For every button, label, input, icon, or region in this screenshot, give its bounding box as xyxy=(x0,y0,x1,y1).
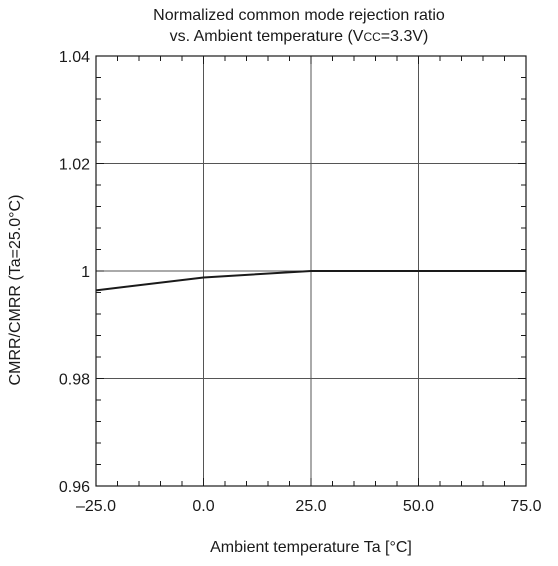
y-tick-label: 0.98 xyxy=(59,372,90,389)
y-tick-label: 0.96 xyxy=(59,479,90,496)
x-axis-label: Ambient temperature Ta [°C] xyxy=(210,539,412,556)
chart-title-line-2: vs. Ambient temperature (VCC=3.3V) xyxy=(40,27,558,47)
y-tick-label: 1.04 xyxy=(59,49,90,66)
y-tick-label: 1 xyxy=(81,264,90,281)
y-axis-label: CMRR/CMRR (Ta=25.0°C) xyxy=(7,194,24,386)
x-tick-label: 50.0 xyxy=(403,498,434,515)
x-tick-label: 75.0 xyxy=(510,498,541,515)
x-tick-label: 0.0 xyxy=(192,498,214,515)
chart-title-line-1: Normalized common mode rejection ratio xyxy=(153,7,445,24)
chart-title-suffix: =3.3V) xyxy=(380,28,429,45)
x-tick-label: –25.0 xyxy=(76,498,116,515)
chart-title-prefix: vs. Ambient temperature (V xyxy=(169,28,364,45)
chart-title-vcc-subscript: CC xyxy=(363,30,381,44)
x-tick-label: 25.0 xyxy=(295,498,326,515)
y-tick-label: 1.02 xyxy=(59,157,90,174)
